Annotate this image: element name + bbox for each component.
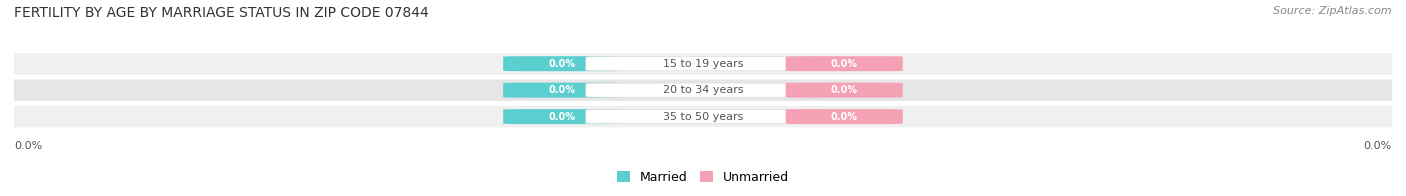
Text: 0.0%: 0.0% [1364,141,1392,151]
FancyBboxPatch shape [786,56,903,71]
Text: 20 to 34 years: 20 to 34 years [662,85,744,95]
Text: 0.0%: 0.0% [14,141,42,151]
Text: 15 to 19 years: 15 to 19 years [662,59,744,69]
Text: FERTILITY BY AGE BY MARRIAGE STATUS IN ZIP CODE 07844: FERTILITY BY AGE BY MARRIAGE STATUS IN Z… [14,6,429,20]
FancyBboxPatch shape [503,83,620,98]
FancyBboxPatch shape [586,83,820,97]
Text: 0.0%: 0.0% [548,85,575,95]
Text: 0.0%: 0.0% [831,112,858,122]
FancyBboxPatch shape [786,109,903,124]
FancyBboxPatch shape [786,83,903,98]
FancyBboxPatch shape [0,78,1406,102]
FancyBboxPatch shape [503,109,620,124]
Text: 0.0%: 0.0% [548,112,575,122]
Text: 35 to 50 years: 35 to 50 years [662,112,744,122]
Text: 0.0%: 0.0% [831,59,858,69]
Legend: Married, Unmarried: Married, Unmarried [617,171,789,184]
FancyBboxPatch shape [503,56,620,71]
Text: 0.0%: 0.0% [548,59,575,69]
Text: Source: ZipAtlas.com: Source: ZipAtlas.com [1274,6,1392,16]
FancyBboxPatch shape [586,57,820,71]
FancyBboxPatch shape [0,105,1406,128]
FancyBboxPatch shape [0,52,1406,75]
FancyBboxPatch shape [586,110,820,124]
Text: 0.0%: 0.0% [831,85,858,95]
